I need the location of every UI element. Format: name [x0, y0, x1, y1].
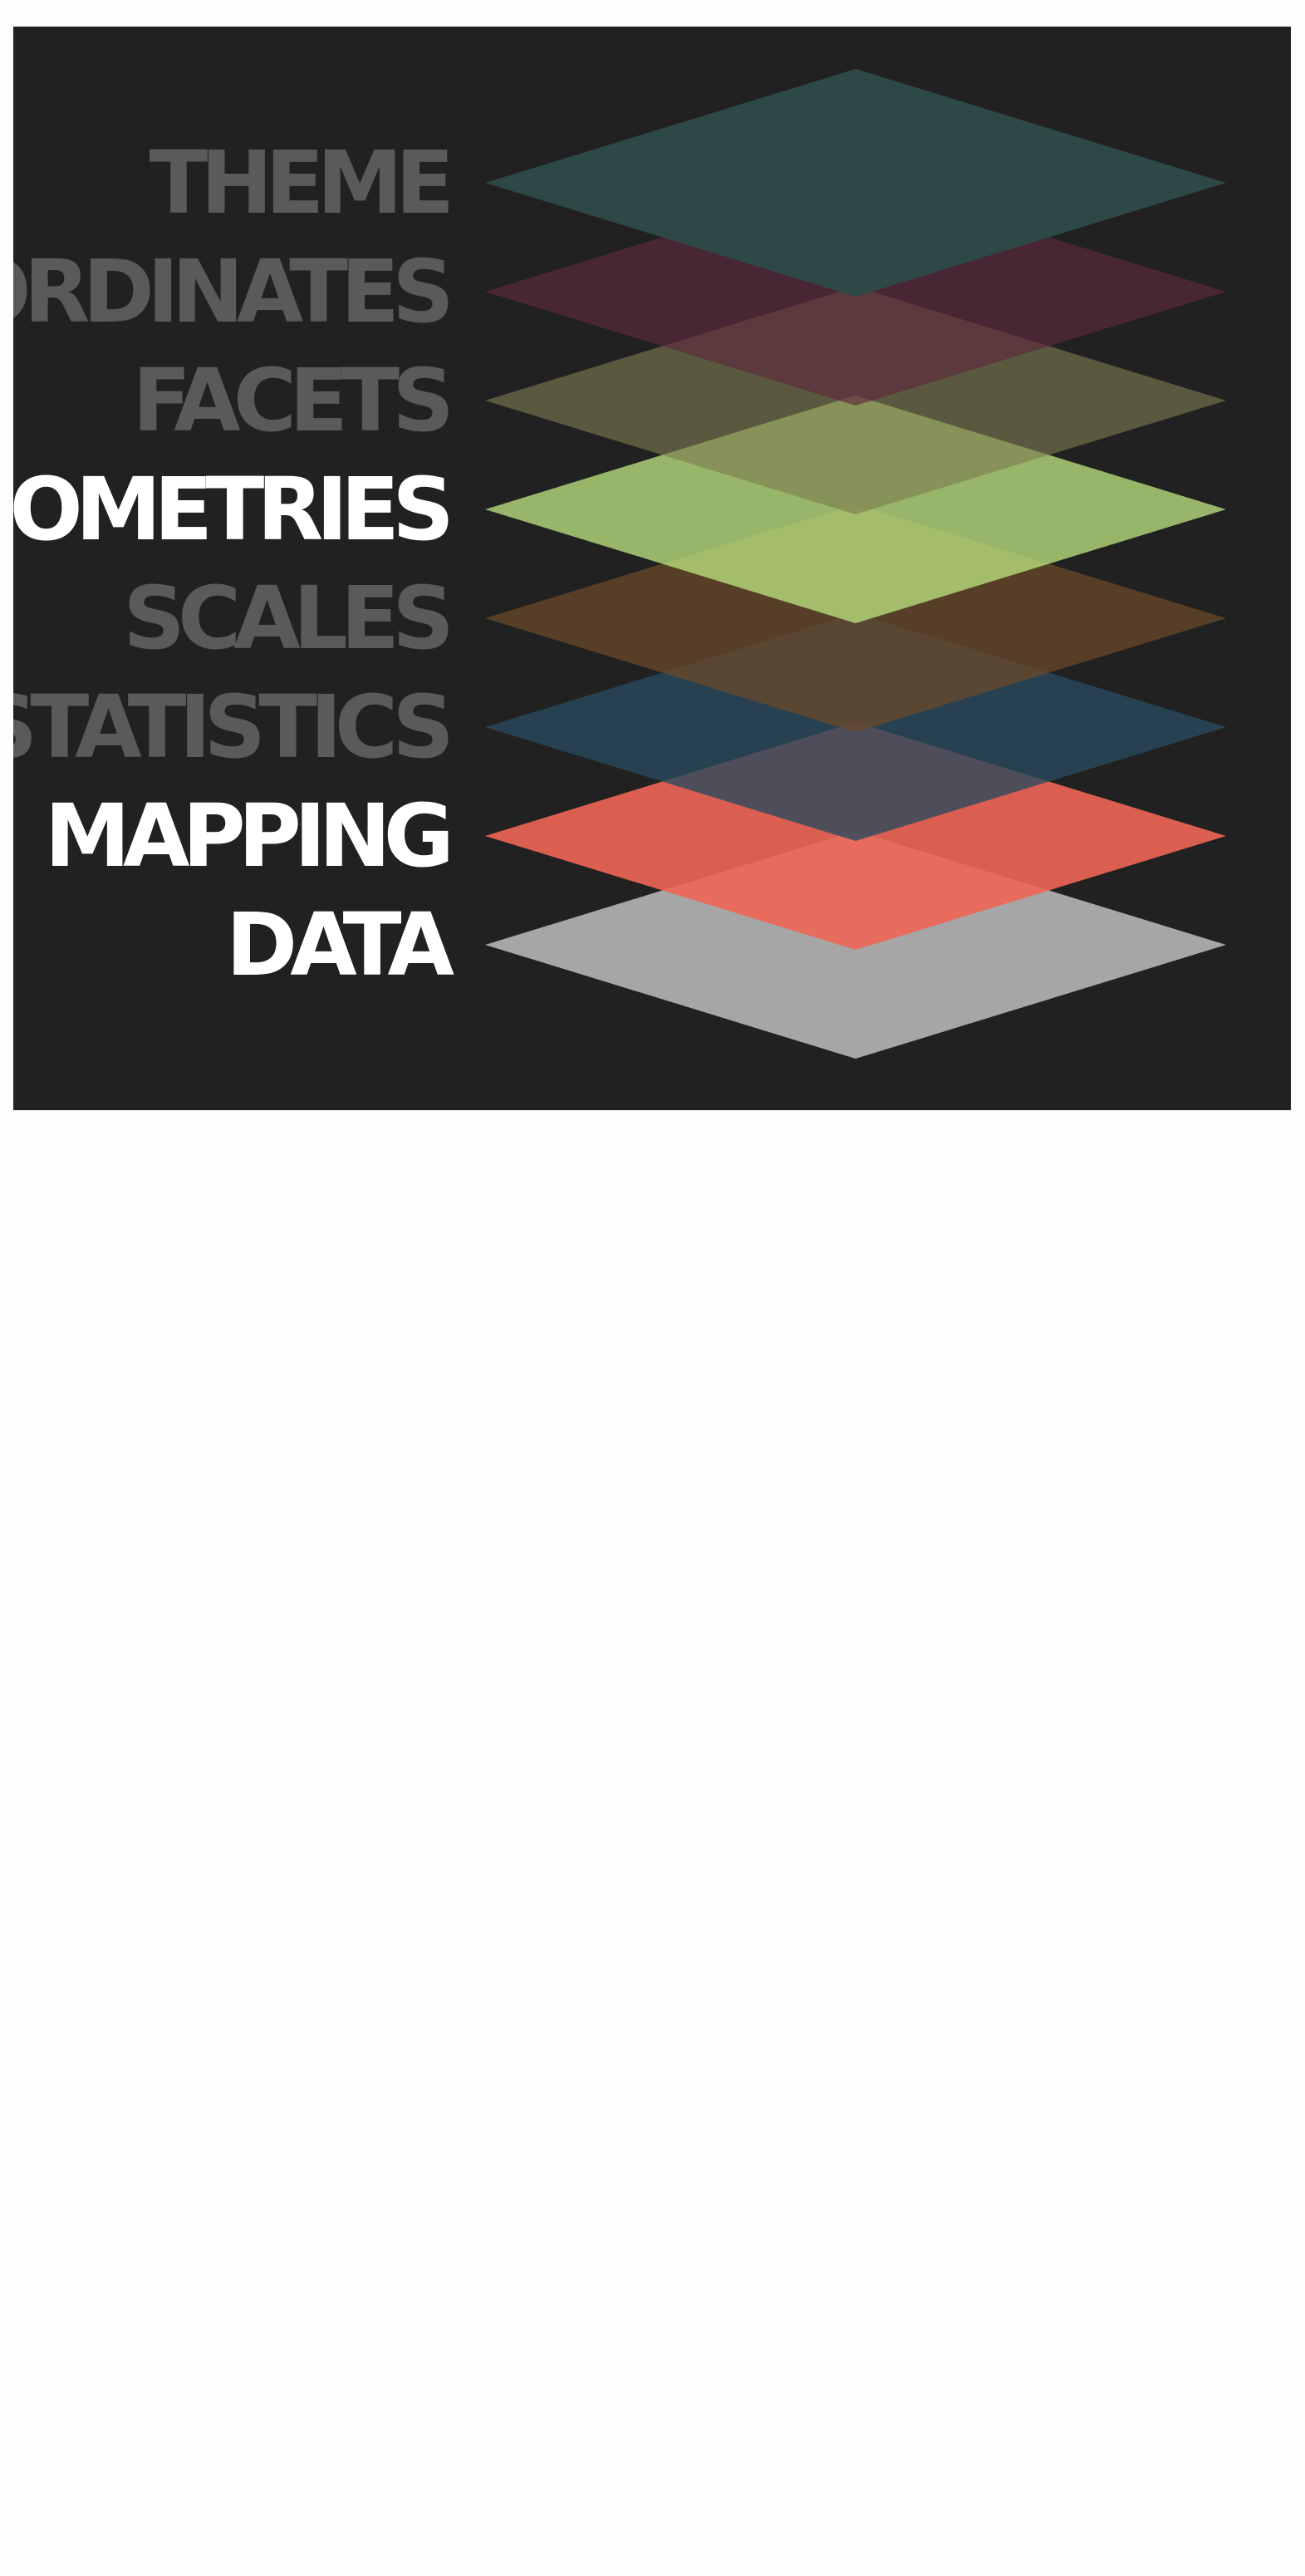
- layer-label-geometries: GEOMETRIES: [13, 459, 449, 560]
- layer-label-data: DATA: [226, 894, 454, 995]
- layer-diamond-theme: [485, 69, 1226, 297]
- layer-label-scales: SCALES: [123, 568, 449, 669]
- layer-label-theme: THEME: [149, 132, 449, 234]
- layers-diagram: THEME COORDINATES FACETS GEOMETRIES SCAL…: [13, 27, 1291, 1110]
- layers-diagram-svg: THEME COORDINATES FACETS GEOMETRIES SCAL…: [13, 27, 1291, 1110]
- layer-label-mapping: MAPPING: [44, 785, 448, 887]
- layer-label-coordinates: COORDINATES: [13, 241, 449, 342]
- layer-label-facets: FACETS: [132, 350, 449, 451]
- layer-label-statistics: STATISTICS: [13, 676, 449, 778]
